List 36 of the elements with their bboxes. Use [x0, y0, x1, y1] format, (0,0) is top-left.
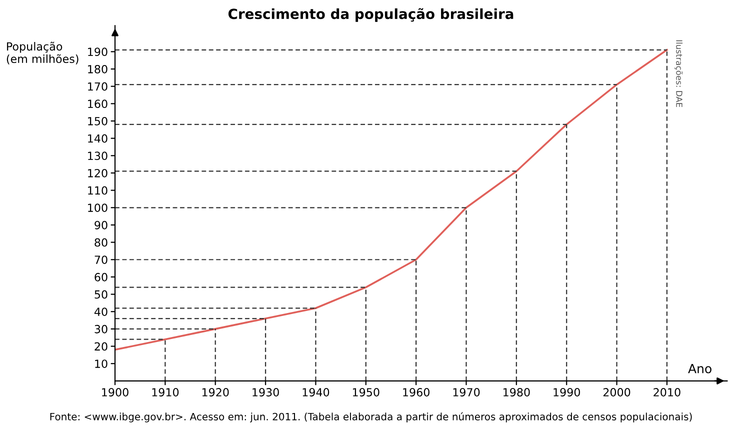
y-tick-label: 130 [88, 152, 108, 160]
x-tick-label: 2000 [603, 388, 630, 396]
x-tick-label: 1920 [202, 388, 229, 396]
y-tick-label: 150 [88, 116, 108, 126]
annotation: Ilustrações: DAE [674, 40, 683, 108]
source-note: Fonte: <www.ibge.gov.br>. Acesso em: jun. 2011. (Tabela elaborada a partir de números aproximados de censos populacionais) [50, 412, 692, 422]
x-tick-label: 1910 [152, 388, 179, 396]
y-tick-label: 120 [88, 168, 108, 178]
x-tick-label: 1950 [352, 388, 380, 396]
y-tick-label: 30 [94, 324, 108, 334]
x-tick-label: 1980 [504, 388, 530, 396]
x-tick-label: 2010 [654, 388, 680, 396]
y-tick-label: 170 [88, 82, 108, 91]
y-tick-label: 90 [94, 220, 108, 230]
y-tick-label: 70 [94, 256, 108, 264]
y-tick-label: 50 [94, 290, 108, 299]
y-tick-label: 140 [88, 134, 108, 143]
y-tick-label: 80 [94, 238, 108, 247]
y-tick-label: 190 [88, 48, 108, 56]
y-tick-label: 10 [95, 360, 108, 368]
y-tick-label: 60 [94, 272, 108, 282]
y-axis-title: População (em milhões) [6, 42, 78, 64]
y-tick-label: 100 [88, 204, 108, 212]
x-tick-label: 1940 [302, 388, 330, 396]
y-tick-label: 110 [88, 186, 108, 195]
x-axis-title: Ano [688, 364, 712, 374]
y-tick-label: 40 [94, 308, 108, 316]
x-tick-label: 1970 [453, 388, 480, 396]
chart-title: Crescimento da população brasileira [228, 8, 514, 22]
x-tick-label: 1960 [403, 388, 430, 396]
y-tick-label: 180 [88, 64, 108, 74]
y-tick-label: 20 [94, 342, 108, 351]
x-tick-label: 1900 [102, 388, 128, 396]
x-tick-label: 1930 [252, 388, 279, 396]
x-tick-label: 1990 [554, 388, 580, 396]
y-tick-label: 160 [88, 100, 108, 108]
